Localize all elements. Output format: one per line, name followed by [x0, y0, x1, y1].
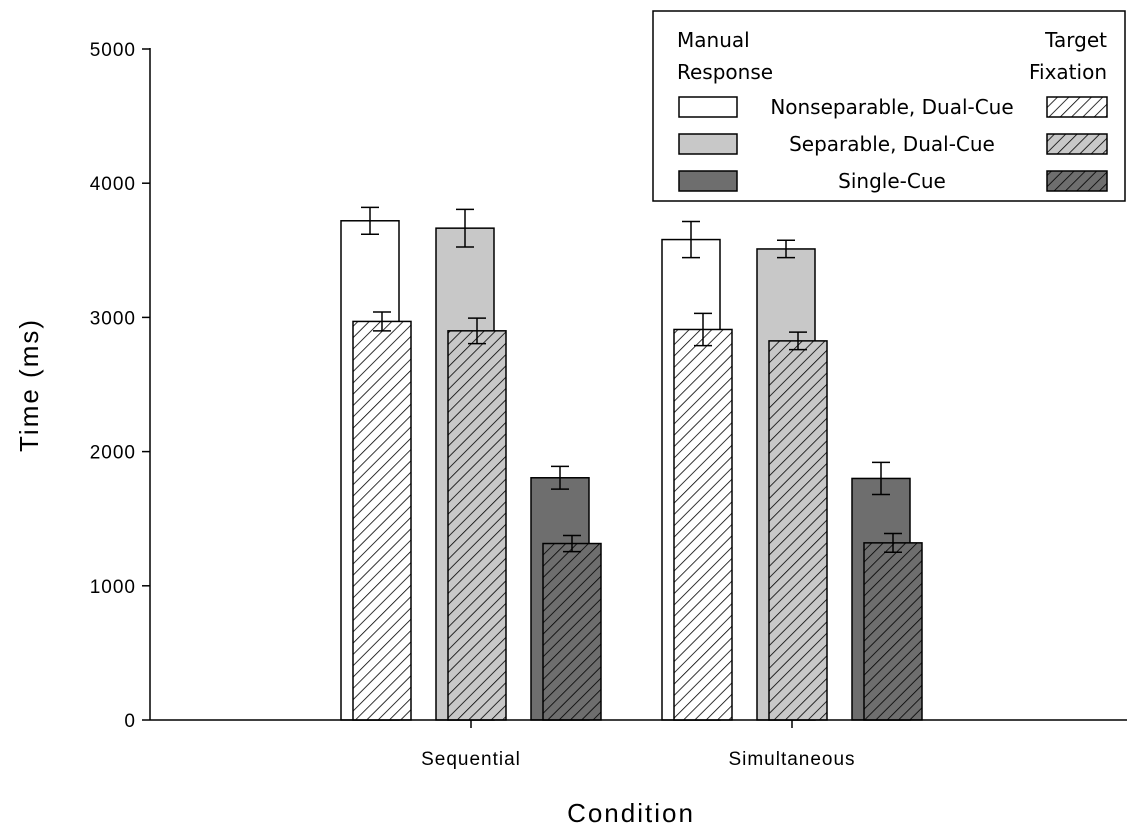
y-tick-label: 5000 [90, 40, 136, 61]
bar-target-fixation [352, 320, 412, 721]
bar-target-fixation [447, 330, 507, 721]
y-tick-label: 3000 [90, 308, 136, 329]
legend-header-manual-response: Manual [677, 28, 750, 52]
y-tick-label: 1000 [90, 577, 136, 598]
legend-header-target-fixation: Fixation [1029, 60, 1107, 84]
y-tick-label: 4000 [90, 174, 136, 195]
y-axis-title: Time (ms) [14, 318, 44, 452]
legend-swatch-manual-response [678, 133, 738, 155]
legend-series-label: Nonseparable, Dual-Cue [770, 95, 1013, 119]
legend: Manual Response Target Fixation Nonseparable… [652, 10, 1126, 202]
y-tick-label: 2000 [90, 443, 136, 464]
legend-header-manual-response: Response [677, 60, 773, 84]
legend-series-label: Single-Cue [838, 169, 946, 193]
legend-swatch-target-fixation [1046, 170, 1108, 192]
bar-target-fixation [863, 542, 923, 721]
axes-layer: 0 1000 2000 3000 4000 5000 Sequential Simultane… [90, 40, 1127, 770]
legend-swatch-manual-response [678, 96, 738, 118]
legend-swatch-manual-response [678, 170, 738, 192]
x-axis-title: Condition [567, 798, 695, 828]
x-tick-label: Sequential [421, 749, 521, 770]
bars-layer [340, 206, 923, 721]
bar-target-fixation [768, 340, 828, 721]
y-tick-label: 0 [124, 711, 136, 732]
legend-header-target-fixation: Target [1044, 28, 1107, 52]
legend-series-label: Separable, Dual-Cue [789, 132, 995, 156]
x-tick-label: Simultaneous [728, 749, 855, 770]
legend-swatch-target-fixation [1046, 133, 1108, 155]
bar-target-fixation [542, 542, 602, 721]
legend-swatch-target-fixation [1046, 96, 1108, 118]
bar-target-fixation [673, 328, 733, 721]
